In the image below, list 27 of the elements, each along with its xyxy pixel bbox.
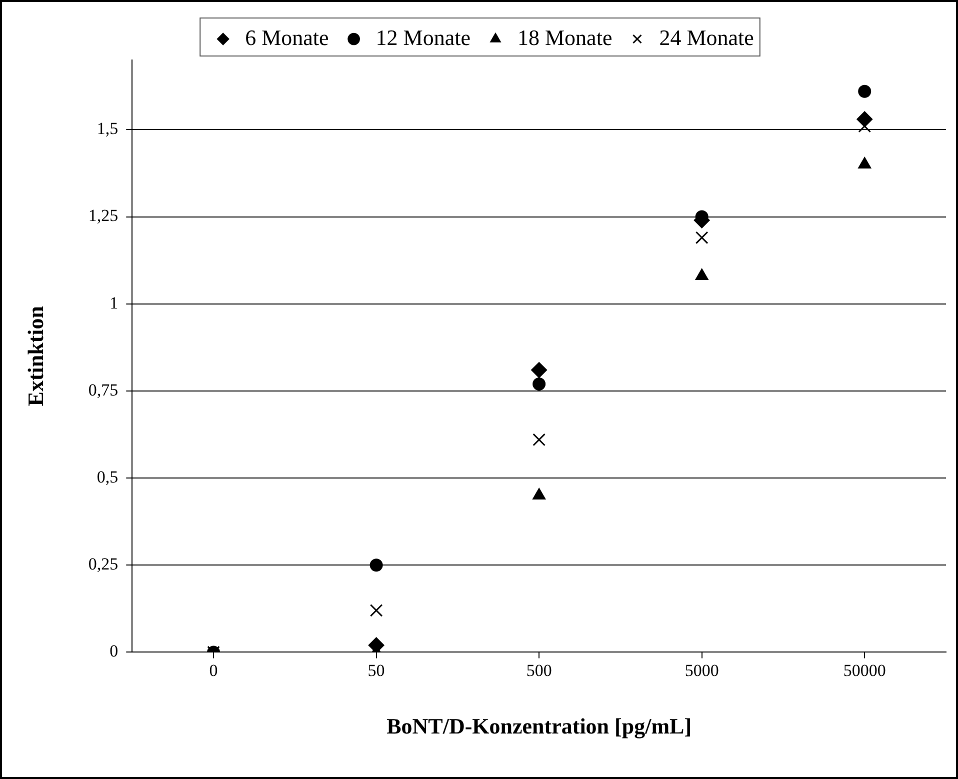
x-axis-title: BoNT/D-Konzentration [pg/mL]	[386, 713, 692, 738]
legend-label: 24 Monate	[659, 24, 754, 50]
x-tick-label: 500	[526, 660, 552, 680]
legend-label: 18 Monate	[518, 24, 612, 50]
y-tick-label: 0,75	[88, 380, 118, 400]
point	[531, 362, 548, 378]
x-tick-label: 50000	[843, 660, 886, 680]
legend-label: 12 Monate	[376, 24, 470, 50]
point	[858, 157, 872, 169]
point	[370, 604, 383, 617]
y-tick-label: 0,5	[96, 467, 118, 486]
x-tick-label: 50	[368, 660, 385, 680]
y-tick-label: 0	[110, 642, 118, 661]
y-tick-label: 1,25	[88, 206, 118, 226]
point	[532, 433, 546, 446]
y-tick-label: 0,25	[88, 554, 118, 574]
point	[858, 84, 872, 98]
legend-label: 6 Monate	[245, 24, 329, 50]
y-tick-label: 1	[110, 293, 118, 312]
point	[695, 231, 708, 244]
x-tick-label: 5000	[684, 660, 719, 680]
x-tick-label: 0	[209, 660, 218, 680]
point	[858, 120, 872, 133]
y-axis-title: Extinktion	[22, 306, 48, 406]
point	[370, 558, 383, 572]
y-tick-label: 1,5	[96, 119, 118, 138]
point	[532, 377, 546, 390]
